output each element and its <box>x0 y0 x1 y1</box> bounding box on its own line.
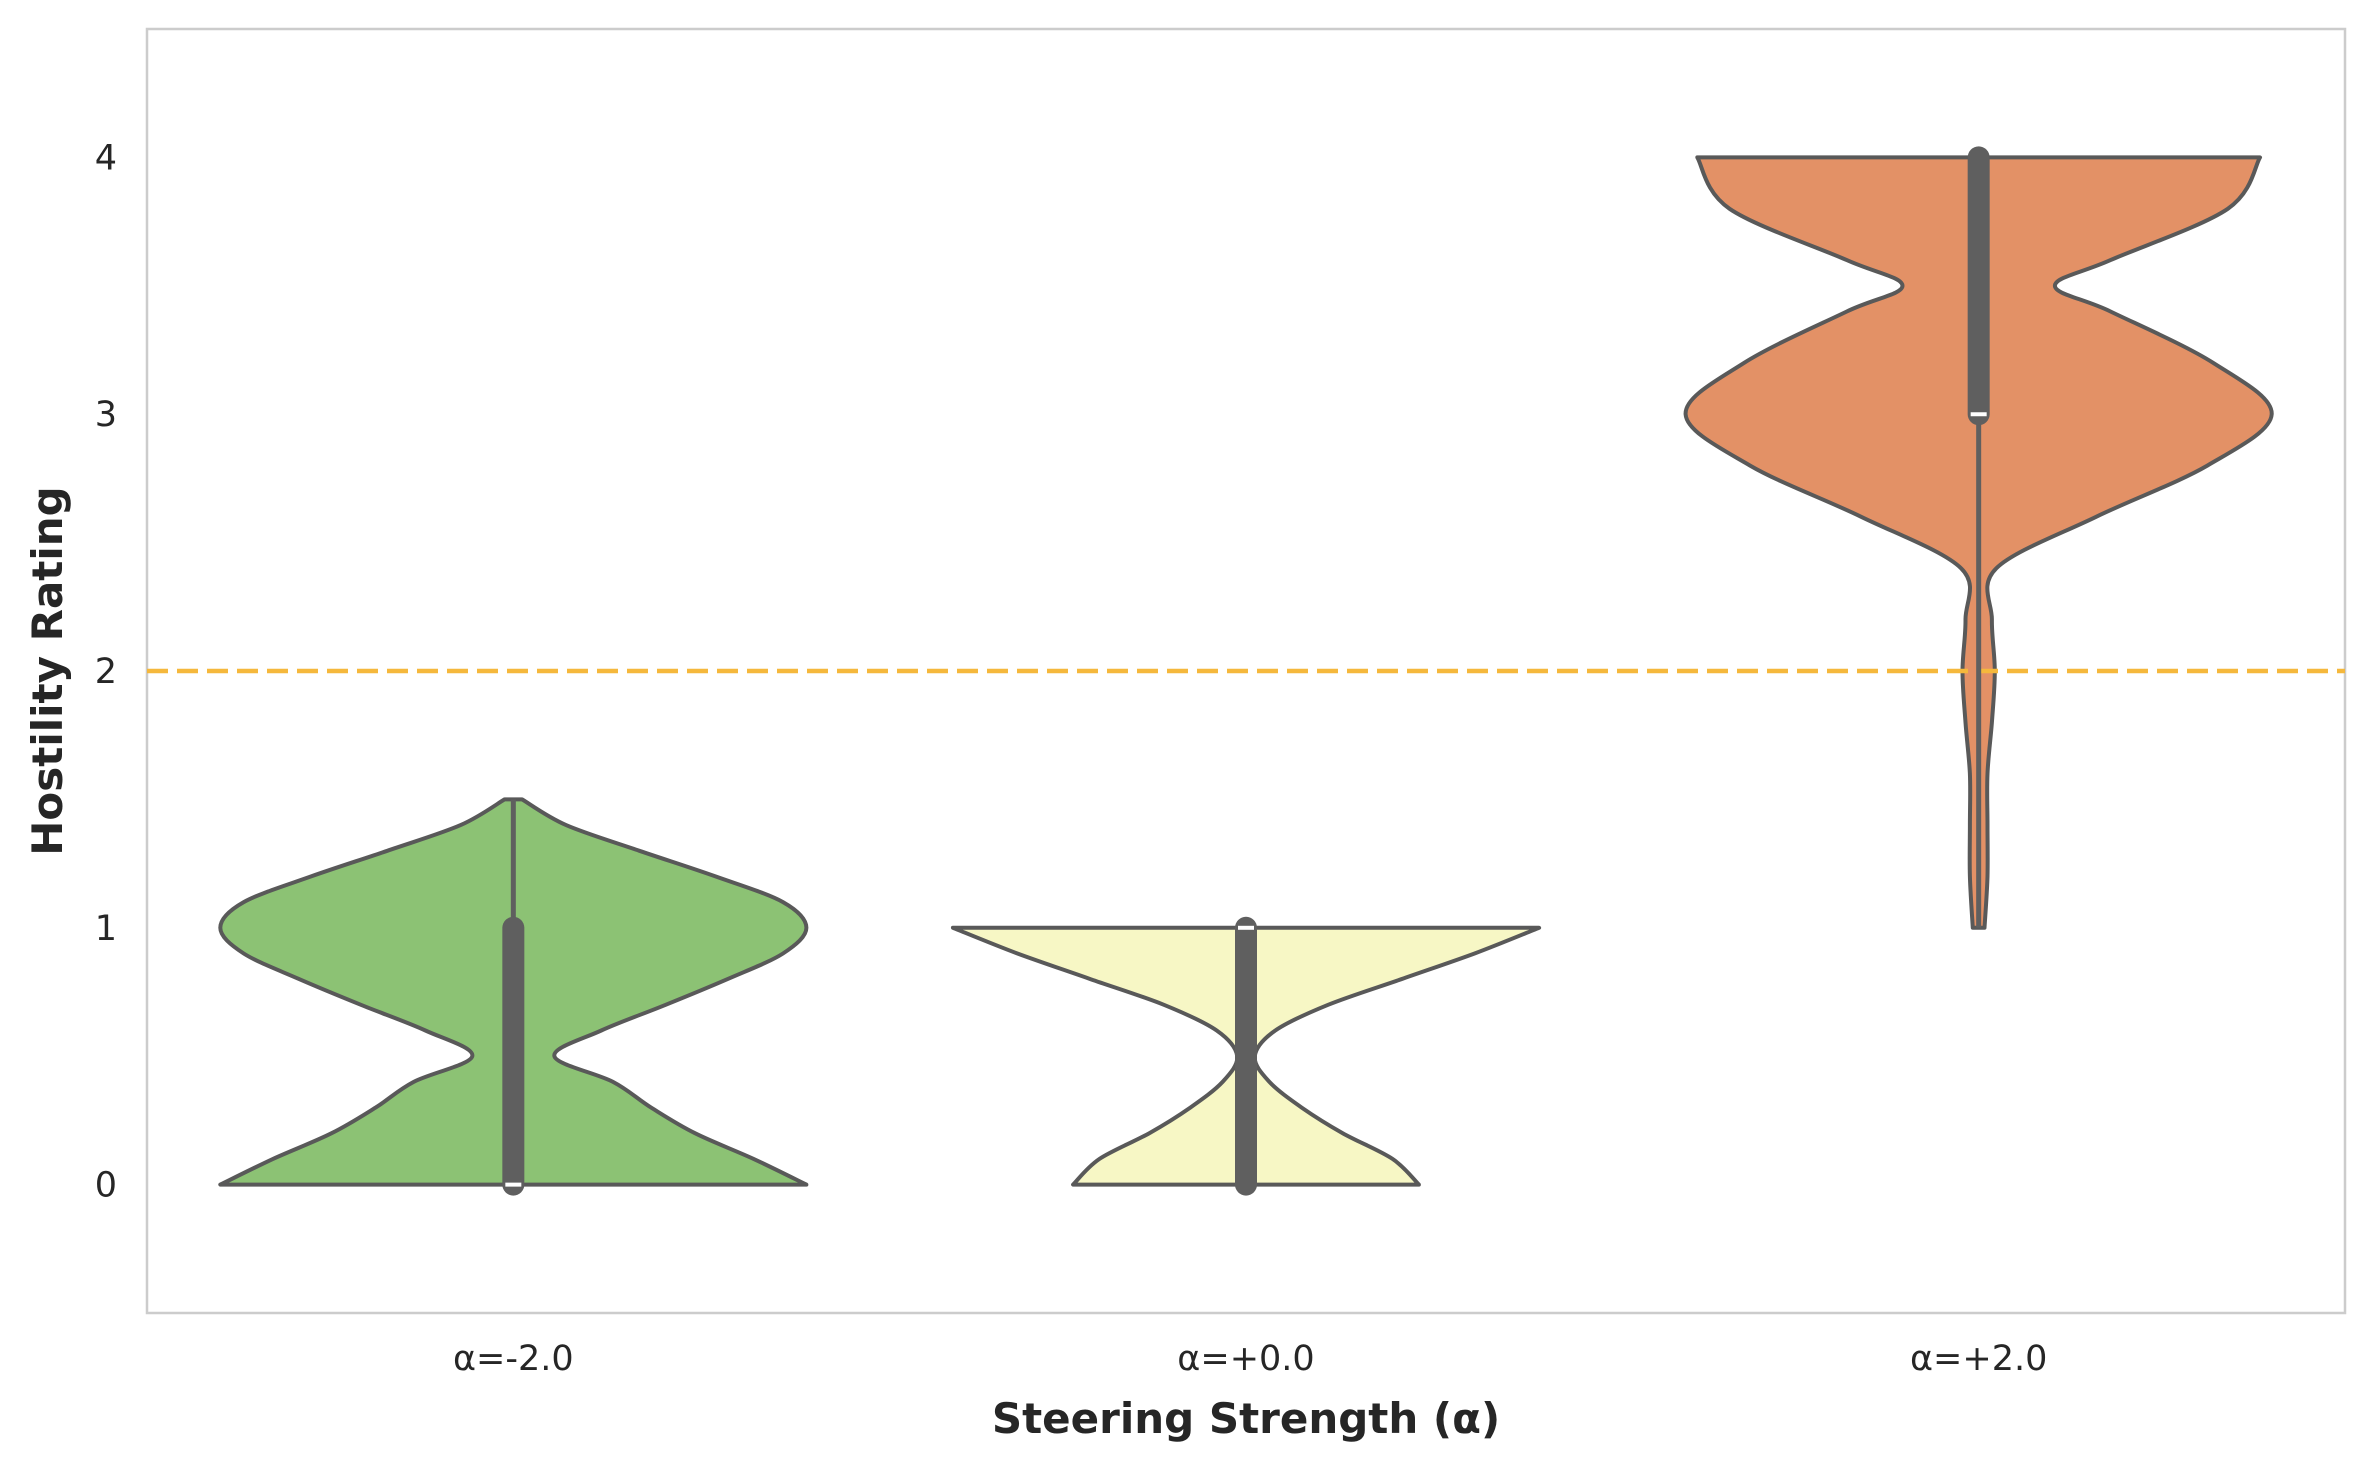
x-tick-label: α=+2.0 <box>1910 1339 2047 1379</box>
y-tick-label: 1 <box>95 909 117 949</box>
y-tick-labels: 0 1 2 3 4 <box>95 138 117 1205</box>
y-axis-title: Hostility Rating <box>23 486 72 855</box>
x-tick-labels: α=-2.0 α=+0.0 α=+2.0 <box>453 1339 2047 1379</box>
y-tick-label: 2 <box>95 652 117 692</box>
x-axis-title: Steering Strength (α) <box>992 1394 1500 1443</box>
boxes-group <box>502 146 1990 1196</box>
y-tick-label: 0 <box>95 1166 117 1206</box>
x-tick-label: α=-2.0 <box>453 1339 574 1379</box>
y-tick-label: 3 <box>95 395 117 435</box>
x-tick-label: α=+0.0 <box>1177 1339 1314 1379</box>
y-tick-label: 4 <box>95 138 117 178</box>
